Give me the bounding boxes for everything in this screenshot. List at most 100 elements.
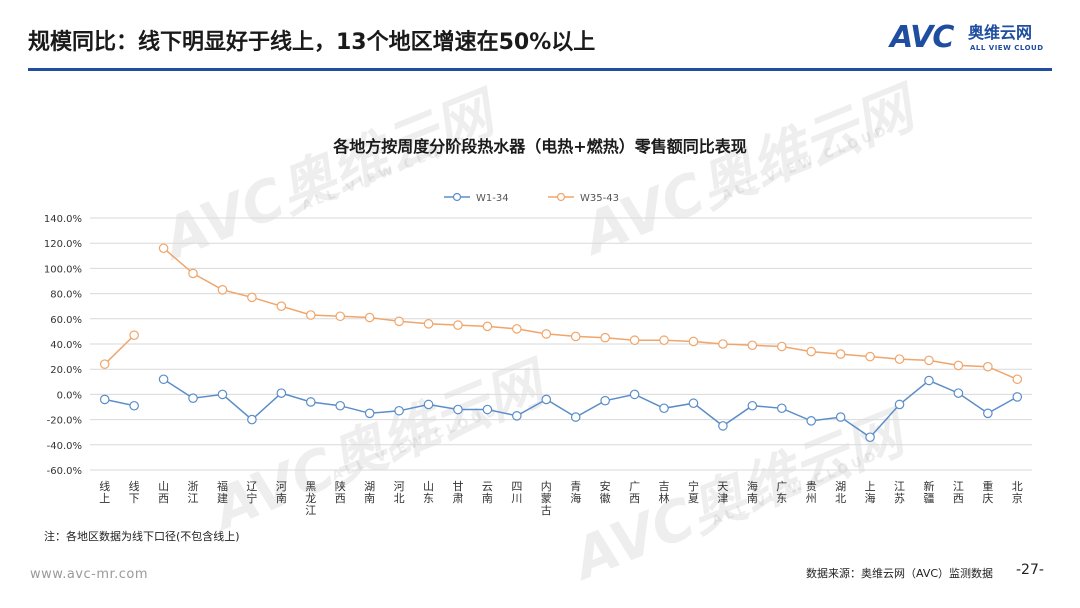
y-tick-label: 20.0% (50, 365, 82, 376)
x-tick-label: 云南 (482, 480, 493, 505)
data-point (570, 331, 581, 342)
footnote: 注：各地区数据为线下口径(不包含线上) (44, 530, 240, 543)
data-point (747, 340, 758, 351)
legend-swatch-marker (452, 192, 462, 202)
data-point (894, 354, 905, 364)
data-point (600, 332, 610, 343)
data-point (924, 355, 934, 366)
brand-logo: AVC 奥维云网 ALL VIEW CLOUD (890, 22, 1060, 58)
x-tick-label: 湖南 (364, 480, 375, 505)
data-point (541, 394, 552, 405)
x-tick-label: 上海 (865, 480, 876, 505)
y-tick-label: 40.0% (50, 340, 82, 351)
data-point (423, 319, 434, 329)
data-point (512, 324, 522, 334)
data-point (953, 388, 964, 398)
data-point (129, 330, 139, 340)
data-point (394, 405, 404, 416)
data-point (718, 421, 728, 431)
data-point (482, 321, 493, 332)
logo-mark: AVC (890, 20, 954, 55)
data-point (718, 339, 728, 349)
data-point (364, 312, 375, 323)
x-tick-label: 福建 (217, 479, 228, 505)
x-tick-label: 北京 (1012, 480, 1023, 505)
x-tick-label: 安徽 (600, 479, 611, 505)
x-tick-label: 湖北 (835, 480, 846, 505)
x-tick-label: 河南 (276, 480, 287, 505)
x-tick-label: 浙江 (188, 480, 199, 505)
logo-chinese-name: 奥维云网 (968, 23, 1033, 42)
data-point (688, 336, 699, 347)
y-tick-label: -40.0% (47, 441, 82, 452)
x-tick-label: 天津 (717, 480, 728, 505)
data-point (188, 393, 198, 403)
x-tick-label: 陕西 (335, 479, 346, 505)
y-tick-label: 60.0% (50, 315, 82, 326)
x-tick-label: 重庆 (982, 479, 993, 505)
data-point (688, 398, 699, 409)
series-line (104, 247, 1018, 380)
data-point (217, 285, 228, 295)
header-divider (28, 68, 1052, 71)
x-tick-label: 山东 (423, 480, 434, 505)
data-point (629, 389, 640, 400)
data-point (423, 399, 434, 410)
data-point (453, 320, 463, 330)
x-tick-label: 海南 (747, 479, 758, 505)
y-tick-label: -20.0% (47, 416, 82, 427)
data-point (776, 403, 787, 414)
y-tick-label: 0.0% (57, 390, 82, 401)
y-tick-label: 120.0% (44, 239, 82, 250)
data-point (659, 335, 669, 346)
data-point (541, 329, 552, 339)
page-title: 规模同比：线下明显好于线上，13个地区增速在50%以上 (28, 30, 596, 55)
data-point (659, 403, 669, 414)
data-point (158, 374, 169, 385)
data-point (247, 414, 257, 425)
data-point (570, 412, 581, 422)
x-tick-label: 山西 (158, 480, 169, 505)
x-tick-label: 宁夏 (688, 479, 699, 505)
y-tick-label: 140.0% (44, 214, 82, 225)
x-tick-label: 江苏 (894, 480, 905, 505)
data-point (276, 388, 287, 398)
data-point (835, 349, 846, 359)
data-point (983, 408, 993, 419)
data-point (217, 389, 228, 400)
data-point (953, 360, 964, 371)
data-point (1012, 374, 1023, 385)
data-point (924, 375, 934, 386)
data-point (158, 243, 169, 254)
chart-title: 各地方按周度分阶段热水器（电热+燃热）零售额同比表现 (332, 137, 746, 156)
y-tick-label: 80.0% (50, 290, 82, 301)
data-point (364, 408, 375, 419)
data-point (394, 316, 404, 327)
x-tick-label: 线下 (129, 479, 140, 505)
website-link[interactable]: www.avc-mr.com (30, 567, 149, 582)
data-point (453, 404, 463, 415)
x-tick-label: 河北 (394, 480, 405, 505)
data-point (894, 399, 905, 410)
x-tick-label: 广西 (629, 480, 640, 505)
data-point (99, 394, 110, 405)
y-tick-label: -60.0% (47, 466, 82, 477)
x-tick-label: 线上 (99, 479, 110, 505)
x-tick-label: 江西 (953, 480, 964, 505)
x-tick-label: 甘肃 (452, 480, 463, 505)
x-tick-label: 内蒙古 (541, 479, 552, 517)
data-point (512, 411, 522, 421)
data-point (835, 412, 846, 422)
data-point (629, 335, 640, 346)
x-tick-label: 青海 (570, 480, 581, 505)
x-tick-label: 新疆 (923, 479, 934, 505)
data-point (776, 341, 787, 352)
legend-swatch-marker (556, 192, 566, 202)
logo-english-name: ALL VIEW CLOUD (970, 44, 1044, 52)
legend-label: W35-43 (580, 193, 619, 204)
data-source: 数据来源：奥维云网（AVC）监测数据 (806, 567, 994, 580)
data-point (335, 311, 346, 322)
legend-label: W1-34 (476, 193, 509, 204)
data-point (983, 361, 993, 372)
